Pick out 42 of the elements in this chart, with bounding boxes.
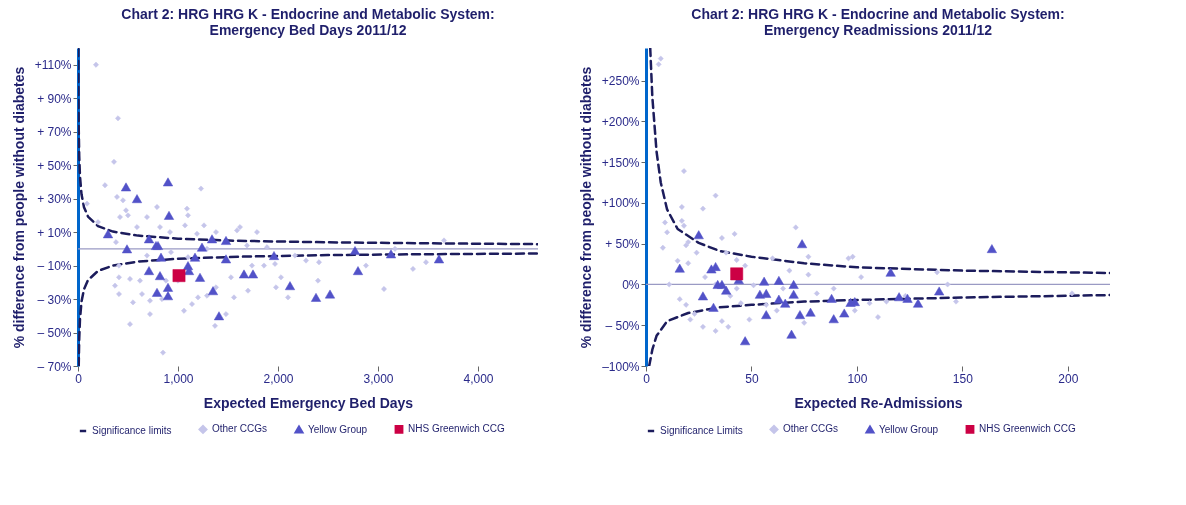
- x-axis-title: Expected Emergency Bed Days: [203, 394, 414, 411]
- x-tick-label: 100: [847, 371, 868, 386]
- y-tick-label: – 30%: [37, 292, 72, 307]
- x-tick-label: 50: [745, 371, 759, 386]
- y-axis-title: % difference from people without diabetes: [10, 66, 27, 349]
- y-tick-label: + 90%: [37, 91, 72, 106]
- y-axis-title: % difference from people without diabetes: [577, 66, 594, 349]
- x-axis-title: Expected Re-Admissions: [794, 394, 963, 411]
- x-tick-label: 3,000: [363, 371, 394, 386]
- y-tick-label: + 10%: [37, 225, 72, 240]
- legend-label: Yellow Group: [308, 423, 368, 435]
- y-tick-label: –100%: [602, 359, 640, 374]
- y-tick-label: +200%: [601, 114, 640, 129]
- legend-label: NHS Greenwich CCG: [408, 423, 505, 435]
- y-tick-label: + 50%: [605, 237, 640, 252]
- y-tick-label: + 50%: [37, 158, 72, 173]
- x-tick-label: 0: [75, 371, 83, 386]
- x-tick-label: 0: [643, 371, 651, 386]
- legend-label: NHS Greenwich CCG: [979, 423, 1076, 435]
- y-tick-label: + 70%: [37, 125, 72, 140]
- x-tick-label: 4,000: [463, 371, 494, 386]
- y-tick-label: – 10%: [37, 259, 72, 274]
- y-tick-label: +150%: [601, 155, 640, 170]
- legend-label: Other CCGs: [783, 423, 839, 435]
- y-tick-label: + 30%: [37, 192, 72, 207]
- y-tick-label: – 50%: [37, 326, 72, 341]
- y-tick-label: +110%: [34, 58, 72, 73]
- y-tick-label: +100%: [601, 196, 640, 211]
- y-tick-label: – 70%: [37, 359, 72, 374]
- x-tick-label: 150: [952, 371, 974, 386]
- y-tick-label: 0%: [622, 277, 640, 292]
- chart-title: Chart 2: HRG HRG K - Endocrine and Metabolic System: Emergency Bed Days 2011/12: [121, 6, 495, 38]
- legend-label: Significance Limits: [660, 425, 743, 436]
- x-tick-label: 200: [1058, 371, 1079, 386]
- y-tick-label: – 50%: [605, 318, 640, 333]
- x-tick-label: 2,000: [263, 371, 294, 386]
- legend-label: Significance limits: [92, 425, 172, 436]
- chart-title: Chart 2: HRG HRG K - Endocrine and Metabolic System: Emergency Readmissions 2011/12: [691, 6, 1065, 38]
- legend-label: Other CCGs: [212, 423, 268, 435]
- legend-label: Yellow Group: [879, 423, 939, 435]
- x-tick-label: 1,000: [163, 371, 194, 386]
- y-tick-label: +250%: [601, 74, 640, 89]
